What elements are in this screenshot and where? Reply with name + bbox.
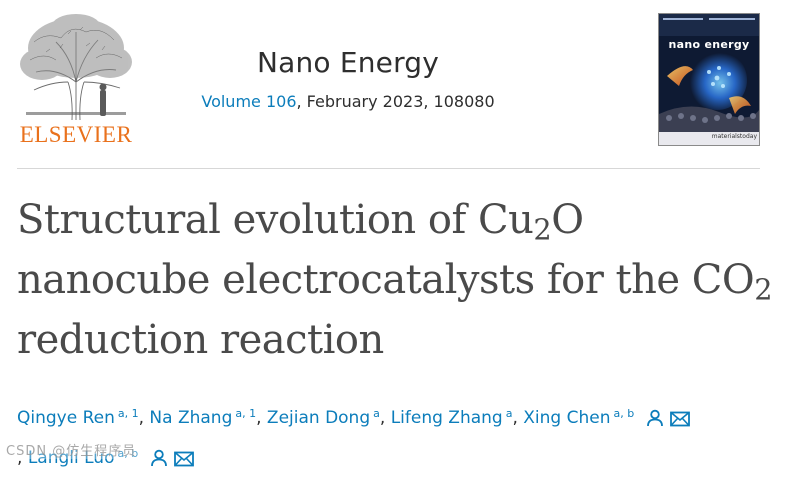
- author-list: Qingye Ren a, 1, Na Zhang a, 1, Zejian Don…: [17, 398, 777, 478]
- publisher-wordmark: ELSEVIER: [19, 122, 133, 147]
- cover-artwork: [659, 14, 759, 145]
- journal-meta: Volume 106, February 2023, 108080: [200, 92, 496, 112]
- title-line-3: reduction reaction: [17, 317, 384, 363]
- author-item[interactable]: Langli Luo a, b: [27, 447, 139, 468]
- cover-footer: materialstoday: [711, 133, 757, 140]
- journal-cover-image[interactable]: nano energy materialstoday: [658, 13, 760, 146]
- person-icon[interactable]: [150, 447, 168, 478]
- publisher-logo[interactable]: ELSEVIER: [14, 12, 138, 147]
- watermark: CSDN @仿生程序员: [4, 440, 139, 459]
- title-line-2: nanocube electrocatalysts for the CO2: [17, 257, 773, 307]
- issue-details: , February 2023, 108080: [296, 92, 495, 111]
- header-divider: [17, 168, 760, 169]
- journal-header: Nano Energy Volume 106, February 2023, 1…: [200, 44, 496, 112]
- cover-title: nano energy: [668, 38, 750, 51]
- author-item[interactable]: Zejian Dong a: [266, 407, 380, 428]
- article-title: Structural evolution of Cu2O nanocube el…: [17, 190, 777, 370]
- journal-title[interactable]: Nano Energy: [256, 46, 440, 79]
- author-item[interactable]: Xing Chen a, b: [523, 407, 635, 428]
- author-item[interactable]: Na Zhang a, 1: [149, 407, 257, 428]
- author-item[interactable]: Lifeng Zhang a: [390, 407, 513, 428]
- envelope-icon[interactable]: [669, 407, 690, 438]
- envelope-icon[interactable]: [173, 447, 194, 478]
- elsevier-tree-logo-icon: [20, 14, 132, 121]
- volume-link[interactable]: Volume 106: [201, 92, 297, 111]
- title-line-1: Structural evolution of Cu2O: [17, 197, 584, 247]
- author-item[interactable]: Qingye Ren a, 1: [17, 407, 139, 428]
- person-icon[interactable]: [646, 407, 664, 438]
